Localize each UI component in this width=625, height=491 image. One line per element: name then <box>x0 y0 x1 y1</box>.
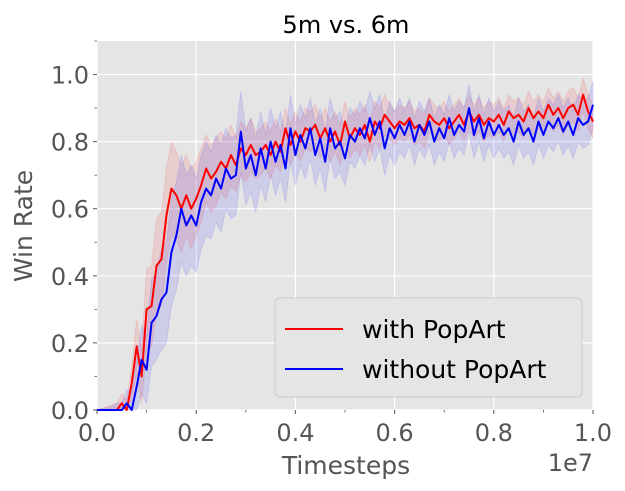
y-axis-ticks: 0.0 0.2 0.4 0.6 0.8 1.0 <box>51 40 97 425</box>
series-line-without-popart <box>97 104 594 411</box>
x-axis-ticks: 0.0 0.2 0.4 0.6 0.8 1.0 <box>78 410 612 447</box>
series-lines <box>97 93 594 411</box>
y-tick-label: 0.0 <box>51 397 89 425</box>
y-tick-label: 1.0 <box>51 62 89 90</box>
x-tick-label: 0.6 <box>376 419 414 447</box>
y-tick-label: 0.8 <box>51 129 89 157</box>
y-tick-label: 0.4 <box>51 263 89 291</box>
x-tick-label: 1.0 <box>574 419 612 447</box>
y-tick-label: 0.2 <box>51 330 89 358</box>
x-tick-label: 0.2 <box>177 419 215 447</box>
series-line-with-popart <box>97 93 594 411</box>
legend-label-with-popart: with PopArt <box>362 315 506 344</box>
legend-label-without-popart: without PopArt <box>362 355 547 384</box>
legend: with PopArt without PopArt <box>274 297 583 398</box>
x-tick-label: 0.0 <box>78 419 116 447</box>
x-axis-offset-label: 1e7 <box>548 449 593 477</box>
y-tick-label: 0.6 <box>51 196 89 224</box>
x-tick-label: 0.4 <box>276 419 314 447</box>
x-tick-label: 0.8 <box>475 419 513 447</box>
y-axis-label: Win Rate <box>9 170 38 282</box>
chart-title: 5m vs. 6m <box>283 11 410 39</box>
legend-box <box>274 297 583 398</box>
x-axis-label: Timesteps <box>281 451 410 480</box>
